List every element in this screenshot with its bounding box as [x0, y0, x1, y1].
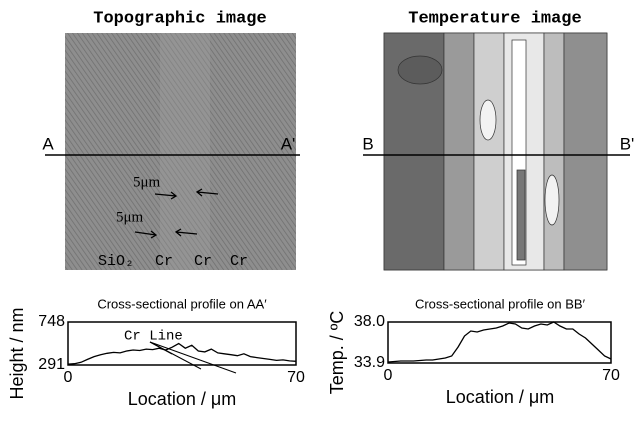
section-label: A' — [281, 134, 296, 153]
region-label: Cr — [194, 253, 212, 270]
scale-label: 5μm — [133, 174, 161, 190]
x-tick-label: 0 — [64, 369, 73, 386]
region-label: SiO₂ — [98, 253, 134, 270]
section-label: B' — [620, 134, 635, 153]
x-axis-label: Location / μm — [446, 387, 554, 407]
y-tick-label: 33.9 — [354, 354, 385, 371]
x-tick-label: 0 — [384, 367, 393, 384]
chart-title: Cross-sectional profile on BB′ — [415, 296, 586, 311]
figure: Topographic image A A' 5μm 5μm SiO₂ Cr C… — [0, 0, 641, 425]
x-tick-label: 70 — [602, 367, 620, 384]
y-axis-label: Temp. / ºC — [327, 311, 347, 395]
y-tick-label: 38.0 — [354, 313, 385, 330]
y-tick-label: 748 — [38, 313, 65, 330]
y-axis-label: Height / nm — [7, 307, 27, 399]
region-label: Cr — [230, 253, 248, 270]
x-tick-label: 70 — [287, 369, 305, 386]
annotation: Cr Line — [124, 329, 183, 345]
section-label: B — [362, 134, 373, 153]
image-title: Topographic image — [93, 9, 266, 28]
region-label: Cr — [155, 253, 173, 270]
scale-label: 5μm — [116, 209, 144, 225]
y-tick-label: 291 — [38, 356, 65, 373]
x-axis-label: Location / μm — [128, 389, 236, 409]
data-line — [388, 322, 611, 362]
temperature-image — [384, 33, 607, 270]
cr-band — [160, 33, 210, 270]
chart-title: Cross-sectional profile on AA′ — [97, 296, 267, 311]
image-title: Temperature image — [408, 9, 581, 28]
plot-frame — [388, 322, 611, 363]
section-label: A — [42, 134, 54, 153]
